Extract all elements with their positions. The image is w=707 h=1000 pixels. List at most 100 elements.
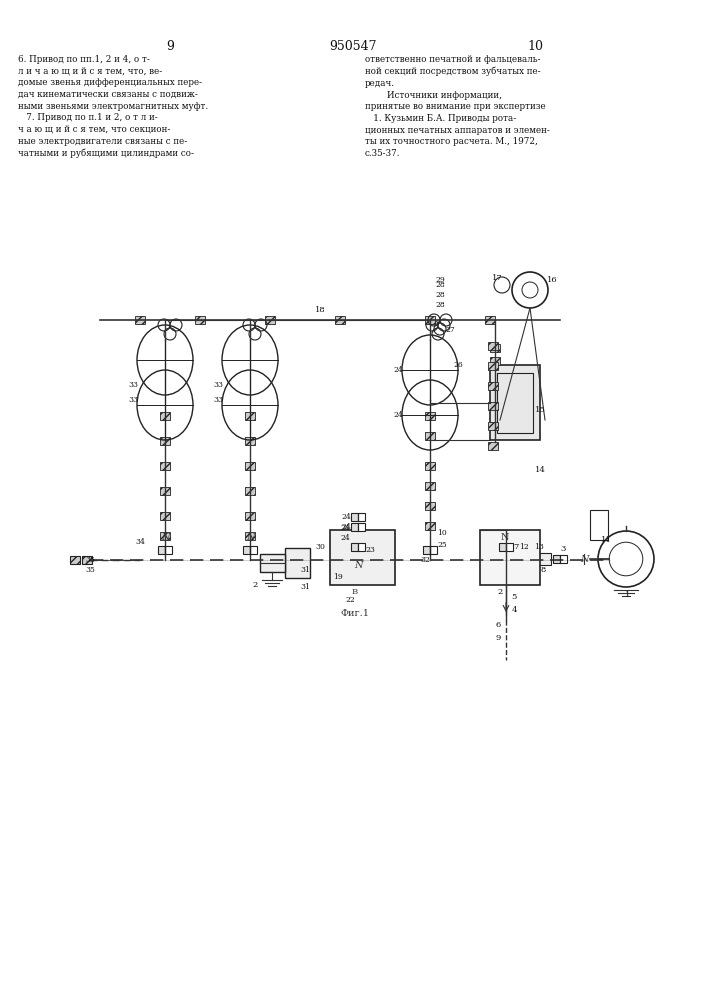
Bar: [160, 532, 170, 540]
Bar: [158, 546, 165, 554]
Bar: [488, 422, 498, 430]
Bar: [425, 502, 435, 510]
Bar: [553, 555, 560, 563]
Text: 35: 35: [85, 566, 95, 574]
Text: 16: 16: [547, 276, 557, 284]
Text: 6. Привод по пп.1, 2 и 4, о т-
л и ч а ю щ и й с я тем, что, ве-
домые звенья ди: 6. Привод по пп.1, 2 и 4, о т- л и ч а ю…: [18, 55, 208, 158]
Bar: [160, 512, 170, 520]
Bar: [430, 546, 437, 554]
Text: 1: 1: [625, 591, 631, 599]
Bar: [135, 316, 145, 324]
Text: 25: 25: [437, 541, 447, 549]
Bar: [485, 316, 495, 324]
Text: 13: 13: [534, 543, 544, 551]
Text: 950547: 950547: [329, 40, 377, 53]
Text: 27: 27: [445, 326, 455, 334]
Bar: [330, 530, 395, 585]
Bar: [488, 342, 498, 350]
Bar: [335, 316, 345, 324]
Bar: [245, 512, 255, 520]
Bar: [425, 482, 435, 490]
Text: 8: 8: [540, 566, 546, 574]
Bar: [351, 513, 358, 521]
Text: 6: 6: [496, 621, 501, 629]
Text: 28: 28: [435, 291, 445, 299]
Bar: [260, 554, 285, 572]
Text: 17: 17: [491, 274, 503, 282]
Bar: [265, 316, 275, 324]
Text: 24: 24: [340, 524, 350, 532]
Text: 35: 35: [85, 556, 95, 564]
Bar: [490, 344, 500, 352]
Bar: [70, 556, 80, 564]
Bar: [488, 442, 498, 450]
Text: 31: 31: [300, 566, 310, 574]
Text: 2: 2: [252, 581, 257, 589]
Text: ответственно печатной и фальцеваль-
ной секций посредством зубчатых пе-
редач.
 : ответственно печатной и фальцеваль- ной …: [365, 55, 550, 158]
Bar: [537, 553, 551, 565]
Bar: [245, 412, 255, 420]
Bar: [358, 523, 365, 531]
Bar: [425, 462, 435, 470]
Text: 34: 34: [135, 538, 145, 546]
Bar: [560, 555, 567, 563]
Text: 3: 3: [561, 545, 566, 553]
Bar: [351, 543, 358, 551]
Bar: [425, 316, 435, 324]
Bar: [490, 365, 540, 440]
Bar: [195, 316, 205, 324]
Text: 33: 33: [128, 381, 138, 389]
Text: 9: 9: [166, 40, 174, 53]
Bar: [488, 382, 498, 390]
Text: N: N: [354, 560, 362, 570]
Text: 10: 10: [527, 40, 543, 53]
Bar: [165, 546, 172, 554]
Bar: [160, 487, 170, 495]
Text: N: N: [160, 532, 169, 542]
Text: 24: 24: [341, 523, 351, 531]
Bar: [425, 432, 435, 440]
Text: 15: 15: [534, 406, 545, 414]
Bar: [425, 522, 435, 530]
Text: 23: 23: [365, 546, 375, 554]
Text: 30: 30: [315, 543, 325, 551]
Text: 26: 26: [453, 361, 463, 369]
Text: 29: 29: [435, 276, 445, 284]
Bar: [480, 530, 540, 585]
Bar: [243, 546, 250, 554]
Text: Фиг.1: Фиг.1: [341, 608, 370, 617]
Text: 24: 24: [393, 411, 403, 419]
Bar: [488, 402, 498, 410]
Text: 24: 24: [393, 366, 403, 374]
Text: 14: 14: [534, 466, 545, 474]
Text: 9: 9: [496, 634, 501, 642]
Text: 22: 22: [345, 596, 355, 604]
Text: 33: 33: [213, 396, 223, 404]
Bar: [82, 556, 92, 564]
Bar: [245, 532, 255, 540]
Text: 7: 7: [513, 543, 519, 551]
Text: N: N: [580, 554, 588, 564]
Bar: [423, 546, 430, 554]
Text: 12: 12: [519, 543, 529, 551]
Bar: [245, 487, 255, 495]
Text: 11: 11: [601, 536, 612, 544]
Text: 2: 2: [498, 588, 503, 596]
Bar: [488, 362, 498, 370]
Bar: [250, 546, 257, 554]
Bar: [245, 437, 255, 445]
Bar: [506, 543, 513, 551]
Text: 5: 5: [511, 593, 517, 601]
Bar: [160, 412, 170, 420]
Text: 24: 24: [340, 534, 350, 542]
Bar: [499, 543, 506, 551]
Bar: [358, 543, 365, 551]
Text: 28: 28: [435, 281, 445, 289]
Text: 18: 18: [315, 306, 325, 314]
Text: 19: 19: [333, 573, 343, 581]
Bar: [351, 523, 358, 531]
Bar: [425, 412, 435, 420]
Text: N: N: [501, 532, 509, 542]
Text: 32: 32: [420, 556, 430, 564]
Bar: [160, 462, 170, 470]
